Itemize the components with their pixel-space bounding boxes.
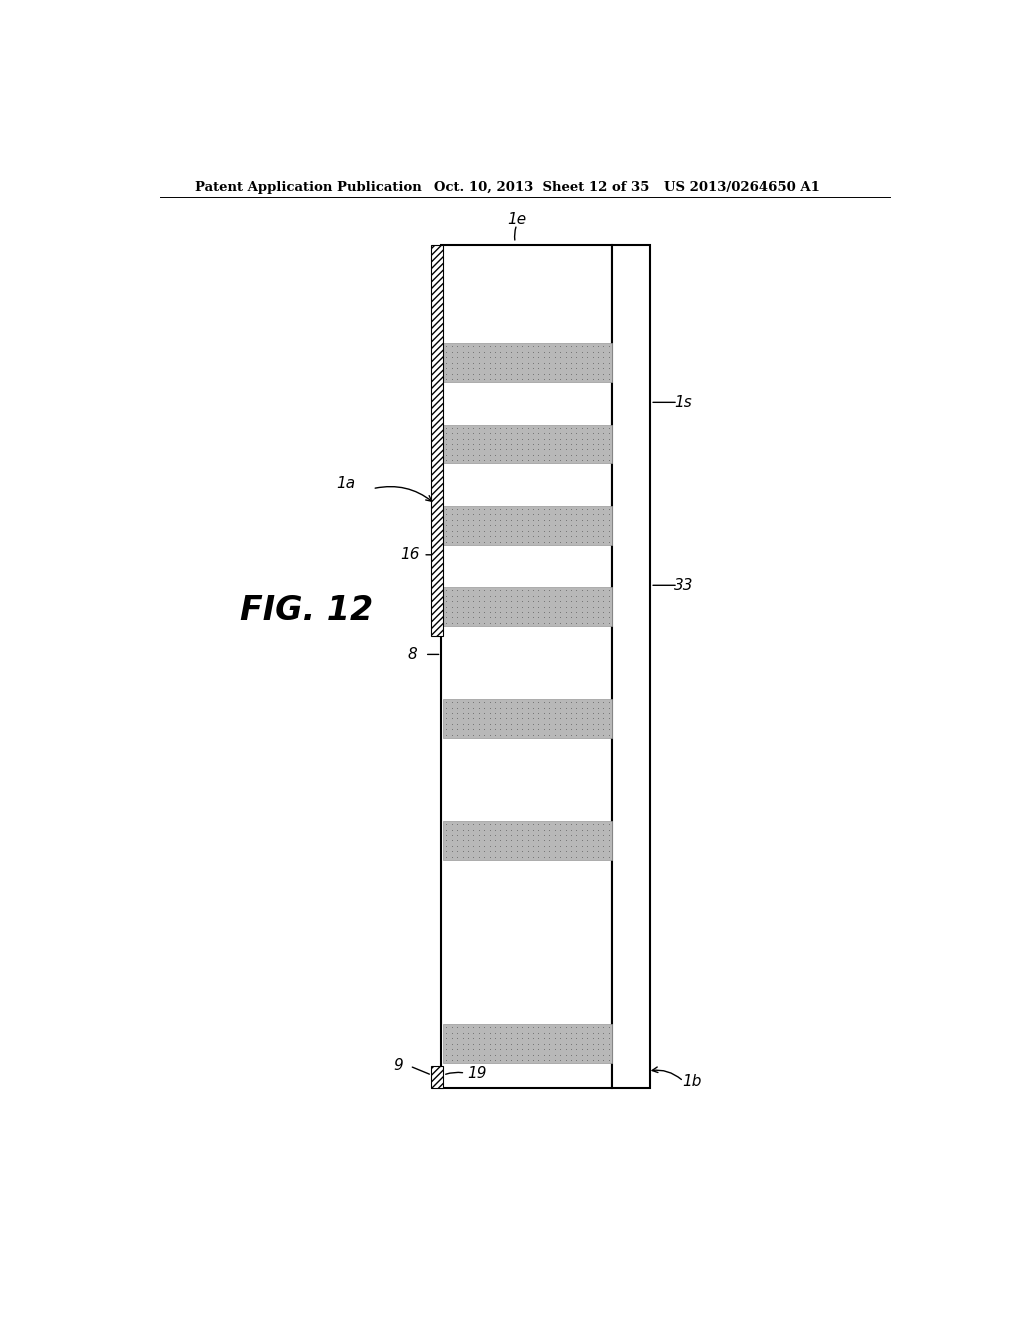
Text: 19: 19 bbox=[467, 1065, 487, 1081]
Text: Oct. 10, 2013  Sheet 12 of 35: Oct. 10, 2013 Sheet 12 of 35 bbox=[433, 181, 649, 194]
Bar bbox=[443, 700, 612, 738]
Bar bbox=[443, 506, 612, 545]
Text: 1b: 1b bbox=[682, 1073, 701, 1089]
Text: Patent Application Publication: Patent Application Publication bbox=[196, 181, 422, 194]
Text: 1s: 1s bbox=[675, 395, 692, 409]
Text: 33: 33 bbox=[674, 578, 693, 593]
Bar bbox=[443, 587, 612, 626]
Bar bbox=[443, 821, 612, 859]
Text: 9: 9 bbox=[393, 1057, 402, 1073]
Bar bbox=[612, 244, 650, 1089]
Bar bbox=[443, 343, 612, 381]
Text: 8: 8 bbox=[408, 647, 417, 661]
Bar bbox=[431, 1067, 443, 1089]
Text: 16: 16 bbox=[400, 548, 420, 562]
Text: 1a: 1a bbox=[337, 477, 355, 491]
Text: US 2013/0264650 A1: US 2013/0264650 A1 bbox=[664, 181, 819, 194]
Bar bbox=[441, 244, 612, 1089]
Bar bbox=[431, 244, 443, 636]
Text: FIG. 12: FIG. 12 bbox=[240, 594, 373, 627]
Text: 1e: 1e bbox=[507, 213, 526, 227]
Bar bbox=[443, 425, 612, 463]
Bar bbox=[443, 1024, 612, 1063]
